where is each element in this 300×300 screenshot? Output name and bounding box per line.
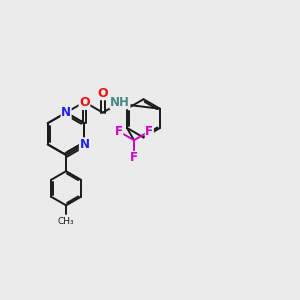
Text: CH₃: CH₃ <box>58 217 74 226</box>
Text: F: F <box>115 125 123 138</box>
Text: O: O <box>98 87 108 100</box>
Text: F: F <box>145 125 153 138</box>
Text: F: F <box>130 151 138 164</box>
Text: NH: NH <box>110 96 130 109</box>
Text: N: N <box>61 106 71 119</box>
Text: O: O <box>79 96 90 110</box>
Text: N: N <box>80 138 89 151</box>
